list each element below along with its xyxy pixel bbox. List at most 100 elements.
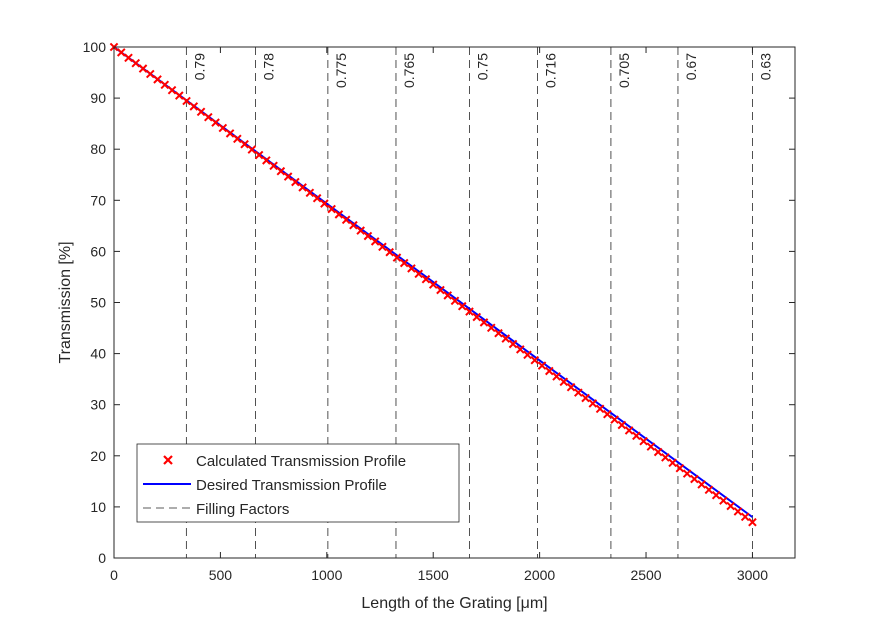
calculated-point: [443, 291, 453, 300]
calculated-point: [262, 156, 271, 165]
calculated-point: [544, 366, 554, 376]
calculated-point: [204, 112, 213, 122]
calculated-point: [421, 274, 431, 284]
calculated-point: [486, 323, 496, 333]
x-tick-label: 2500: [630, 567, 661, 583]
calculated-point: [675, 463, 685, 473]
calculated-point: [574, 388, 583, 397]
calculated-point: [305, 188, 315, 198]
calculated-point: [182, 96, 191, 106]
calculated-point: [457, 301, 467, 311]
filling-factor-label: 0.63: [757, 53, 773, 80]
filling-factor-label: 0.75: [474, 53, 490, 80]
y-tick-label: 30: [90, 397, 106, 413]
calculated-point: [378, 242, 387, 252]
x-tick-label: 3000: [737, 567, 768, 583]
calculated-point: [240, 139, 249, 149]
calculated-point: [291, 177, 300, 187]
legend-label-filling: Filling Factors: [196, 501, 289, 518]
calculated-point: [218, 123, 228, 133]
calculated-point: [189, 102, 199, 111]
x-tick-label: 0: [110, 567, 118, 583]
calculated-point: [552, 372, 561, 381]
calculated-point: [196, 107, 206, 117]
filling-factor-label: 0.79: [191, 53, 207, 80]
calculated-point: [639, 436, 648, 446]
calculated-point: [465, 307, 474, 316]
calculated-point: [515, 345, 525, 354]
calculated-point: [283, 172, 293, 181]
calculated-point: [276, 166, 286, 176]
calculated-point: [588, 399, 598, 408]
calculated-point: [595, 404, 605, 414]
calculated-point: [653, 447, 663, 457]
calculated-point: [668, 458, 677, 468]
calculated-point: [254, 150, 264, 160]
calculated-point: [610, 415, 619, 424]
calculated-point: [356, 226, 365, 235]
filling-factor-labels: 0.79 0.78 0.775 0.765 0.75 0.716 0.705 0.67 0.63: [191, 53, 773, 88]
calculated-point: [138, 64, 148, 73]
calculated-point: [370, 237, 380, 246]
calculated-point: [733, 507, 743, 516]
calculated-point: [385, 247, 394, 257]
calculated-point: [472, 312, 482, 322]
calculated-point: [523, 350, 532, 360]
legend-label-desired: Desired Transmission Profile: [196, 477, 387, 494]
calculated-point: [131, 58, 141, 68]
x-tick-label: 2000: [524, 567, 555, 583]
calculated-point: [508, 339, 518, 349]
calculated-point: [363, 231, 373, 241]
x-axis-ticks: 0 500 1000 1500 2000 2500 3000: [110, 47, 768, 583]
calculated-profile-markers: [109, 42, 757, 527]
calculated-point: [414, 269, 424, 279]
calculated-point: [436, 285, 445, 295]
calculated-point: [298, 183, 307, 192]
y-tick-label: 90: [90, 90, 106, 106]
calculated-point: [211, 118, 220, 127]
calculated-point: [320, 199, 329, 208]
y-tick-label: 50: [90, 295, 106, 311]
calculated-point: [145, 69, 155, 79]
legend: Calculated Transmission Profile Desired …: [136, 443, 460, 523]
y-tick-label: 70: [90, 192, 106, 208]
calculated-point: [559, 377, 569, 387]
legend-label-calculated: Calculated Transmission Profile: [196, 453, 406, 470]
filling-factor-label: 0.765: [401, 53, 417, 88]
legend-marker-calculated: [163, 455, 173, 465]
x-axis-label: Length of the Grating [μm]: [361, 595, 547, 612]
calculated-point: [349, 220, 358, 230]
y-tick-label: 80: [90, 141, 106, 157]
filling-factor-label: 0.775: [333, 53, 349, 88]
calculated-point: [704, 485, 714, 495]
calculated-point: [740, 512, 750, 522]
calculated-point: [726, 501, 735, 511]
calculated-point: [624, 426, 634, 435]
y-axis-ticks: 0 10 20 30 40 50 60 70 80 90 100: [83, 39, 795, 566]
x-tick-label: 1500: [418, 567, 449, 583]
y-tick-label: 60: [90, 243, 106, 259]
calculated-point: [450, 296, 460, 306]
filling-factor-label: 0.705: [616, 53, 632, 88]
calculated-point: [407, 264, 416, 273]
calculated-point: [501, 334, 511, 343]
calculated-point: [748, 517, 757, 527]
calculated-point: [530, 355, 540, 365]
y-tick-label: 100: [83, 39, 107, 55]
calculated-point: [711, 490, 721, 500]
y-tick-label: 10: [90, 499, 106, 515]
calculated-point: [116, 48, 126, 57]
calculated-point: [153, 75, 162, 84]
calculated-point: [697, 480, 706, 489]
filling-factor-label: 0.78: [261, 53, 277, 80]
calculated-point: [341, 215, 351, 225]
calculated-point: [719, 496, 728, 505]
calculated-point: [581, 393, 590, 403]
calculated-point: [617, 420, 627, 430]
calculated-point: [661, 453, 670, 462]
calculated-point: [327, 204, 336, 214]
calculated-point: [479, 318, 489, 327]
calculated-point: [269, 161, 278, 171]
y-axis-label: Transmission [%]: [57, 241, 74, 363]
